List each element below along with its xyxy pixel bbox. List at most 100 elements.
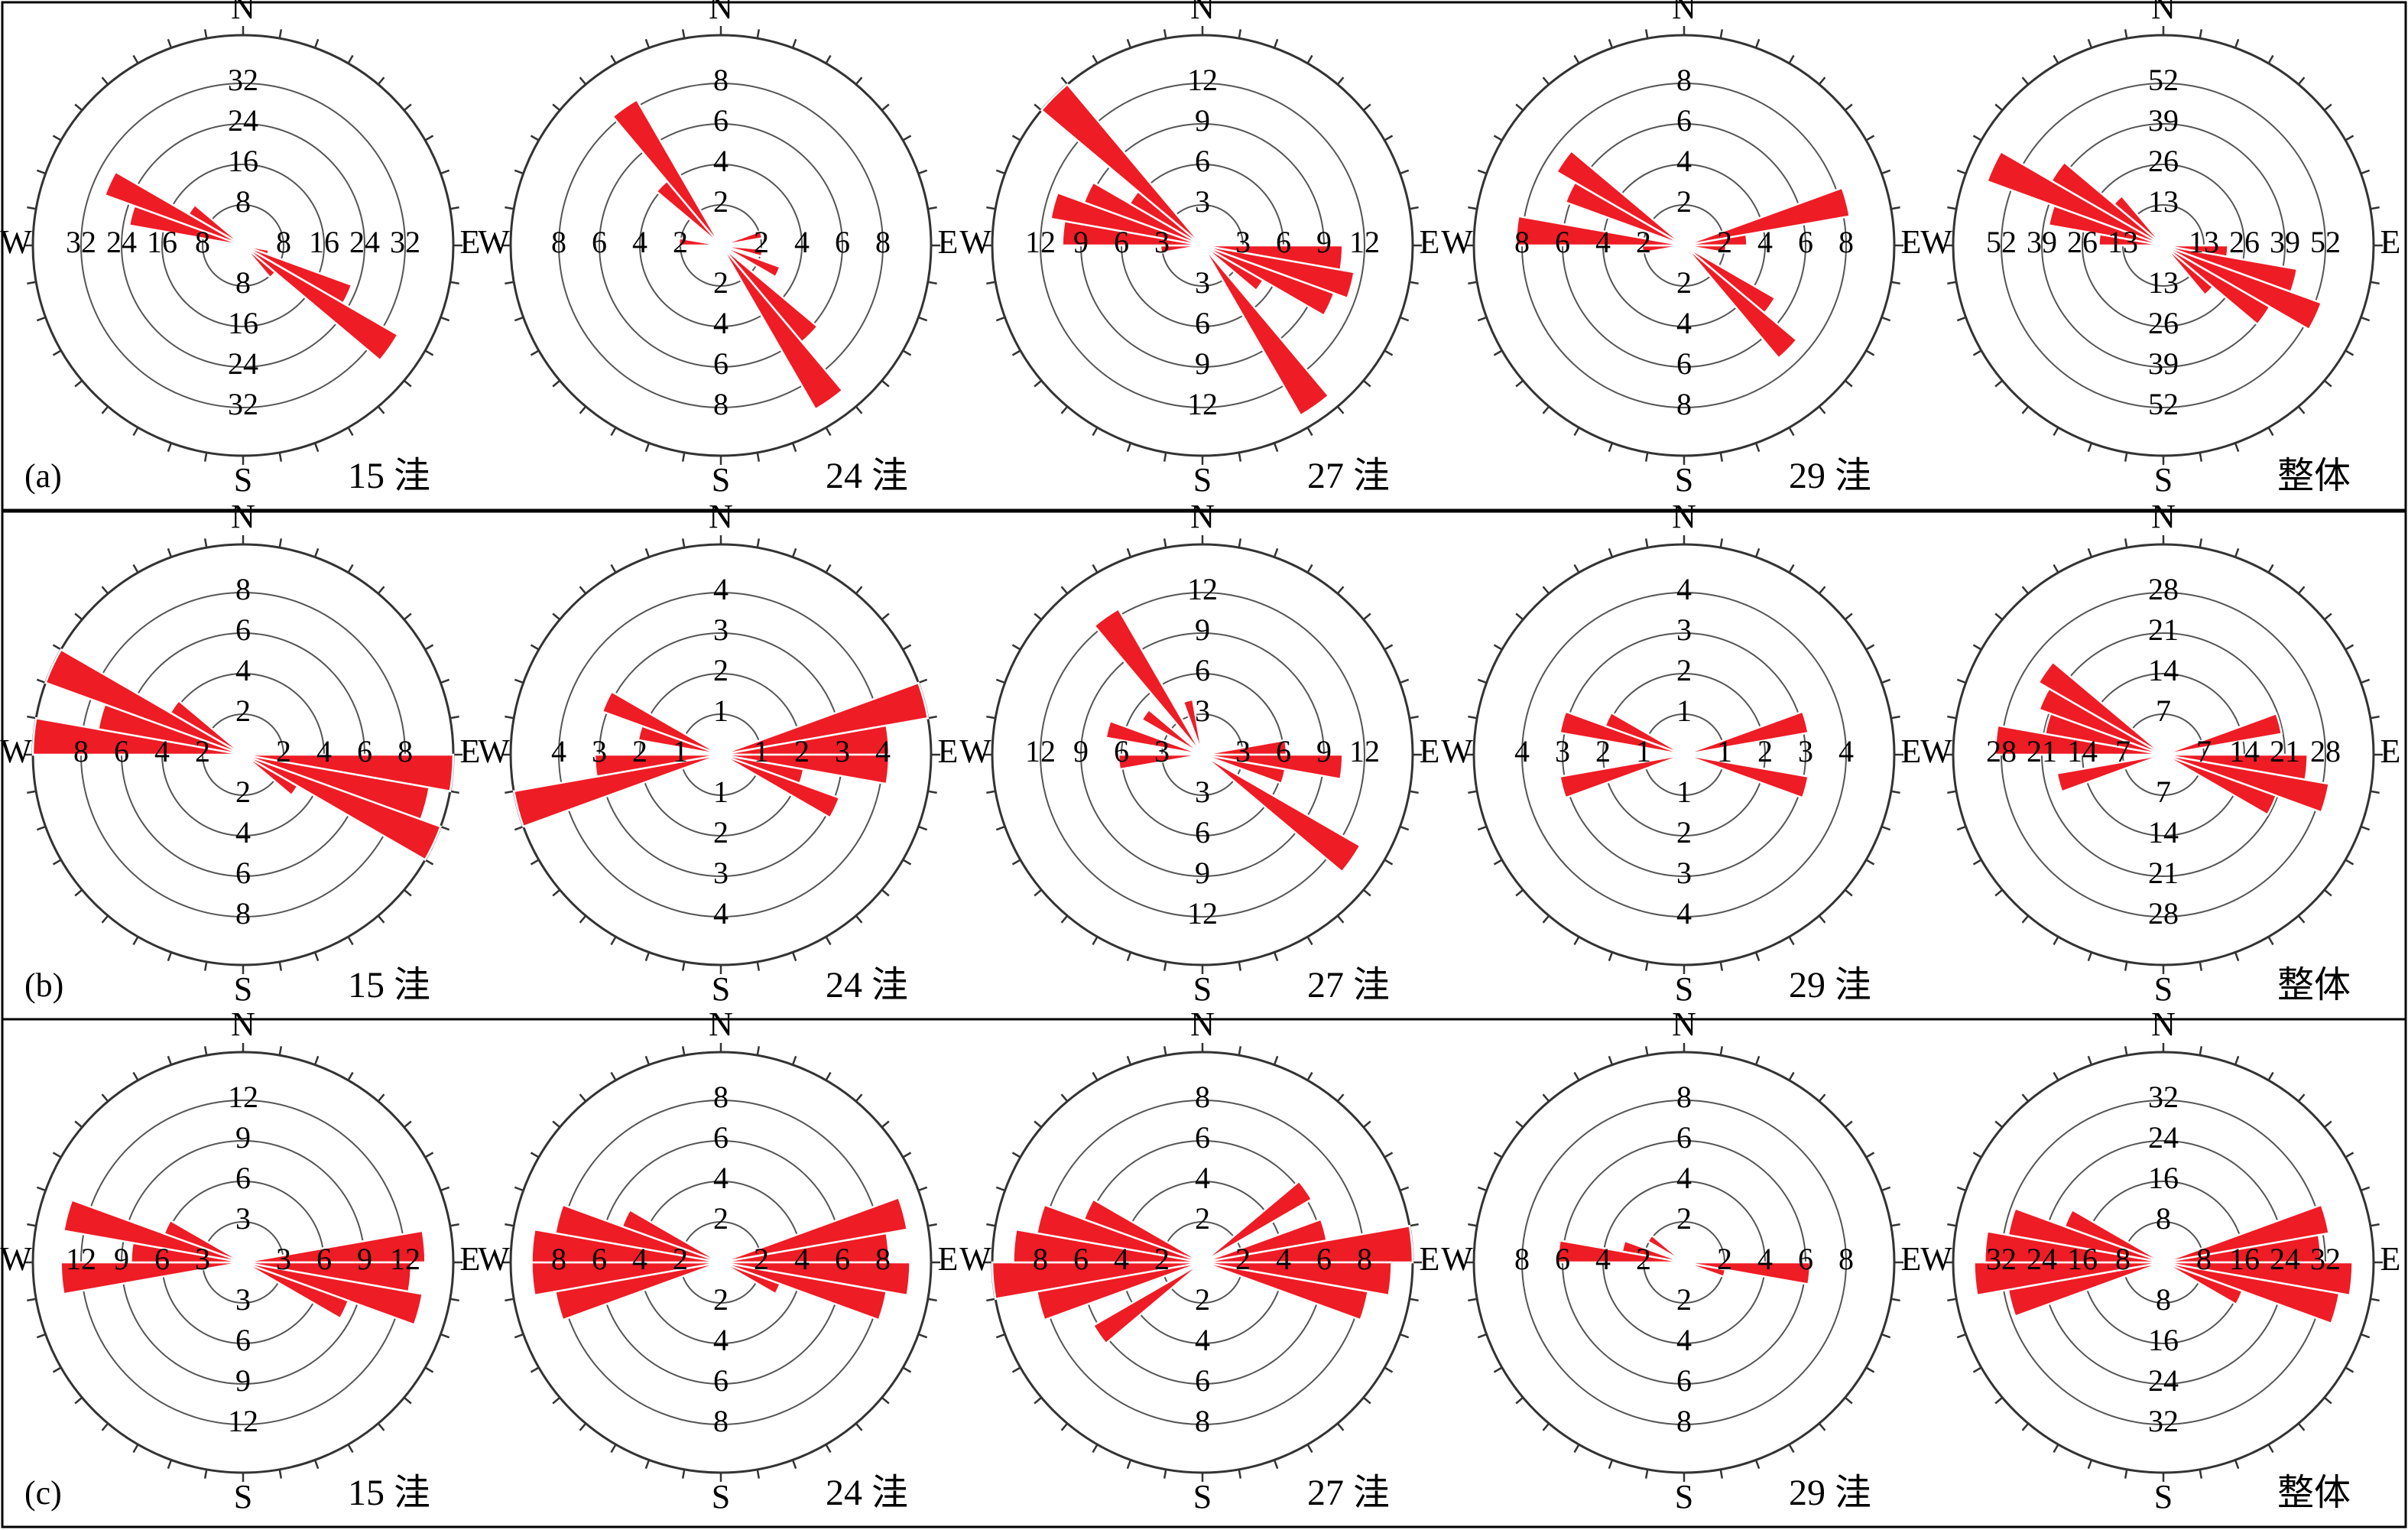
degree-tick [2323,103,2332,112]
degree-tick [449,1223,459,1227]
degree-tick [1238,1469,1242,1479]
compass-west: W [0,1240,32,1278]
degree-tick [440,678,450,684]
ring-label-south: 4 [1195,1323,1210,1357]
degree-tick [1515,888,1524,897]
ring-label-south: 6 [235,1323,251,1357]
rose-petal [2163,1204,2331,1264]
compass-east: E [1901,223,1922,261]
degree-tick [1947,1298,1957,1302]
ring-label-east: 9 [1316,734,1332,768]
degree-tick [36,316,47,322]
degree-tick [1956,825,1967,831]
ring-label-west: 24 [2027,1242,2057,1276]
degree-tick [1060,405,1069,414]
ring-label-west: 6 [154,1242,170,1276]
ring-label-south: 4 [1676,1323,1692,1357]
ring-label-south: 4 [713,306,729,340]
ring-label-south: 12 [228,1404,258,1438]
compass-east: E [938,223,959,261]
degree-tick [855,76,863,86]
degree-tick [1384,644,1394,651]
degree-tick [644,442,651,453]
degree-tick [2199,961,2203,971]
compass-west: W [0,733,32,770]
degree-tick [579,914,587,924]
rose-petal [242,753,300,797]
degree-tick [1788,54,1795,64]
degree-tick [2021,405,2030,414]
degree-tick [825,427,832,437]
degree-tick [2370,281,2380,285]
degree-tick [1306,564,1313,573]
degree-tick [855,1093,863,1103]
degree-tick [1515,1396,1524,1405]
degree-tick [917,1333,928,1339]
ring-label-north: 8 [235,184,251,219]
ring-label-east: 24 [349,225,380,259]
compass-north: N [709,498,733,535]
degree-tick [1336,1422,1345,1431]
ring-label-west: 8 [551,225,566,259]
compass-east: E [1420,223,1440,261]
rose-petal [60,1261,244,1295]
ring-label-east: 8 [276,225,291,259]
ring-label-west: 2 [195,734,210,768]
ring-label-east: 3 [1798,734,1813,768]
rose-petal [512,753,722,828]
ring-label-south: 2 [1195,1282,1210,1317]
ring-label-west: 12 [1025,734,1056,768]
ring-label-west: 52 [1986,225,2017,259]
ring-label-west: 2 [673,225,688,259]
degree-tick [986,206,996,210]
rose-petal [720,1261,782,1295]
degree-tick [313,547,320,558]
degree-tick [1890,281,1900,285]
degree-tick [1542,405,1550,414]
degree-tick [1890,1298,1900,1302]
ring-label-west: 3 [592,734,607,768]
rose-petal [103,171,244,247]
degree-tick [1034,888,1043,897]
degree-tick [1719,538,1724,548]
degree-tick [1608,951,1614,962]
ring-label-south: 4 [1676,896,1692,931]
degree-tick [1994,103,2004,112]
ring-label-south: 4 [713,896,729,931]
degree-tick [2234,38,2240,49]
degree-tick [1468,715,1478,720]
degree-tick [101,914,109,924]
degree-tick [1608,1459,1614,1470]
grid-ring [1521,592,1847,918]
degree-tick [2297,586,2306,595]
rose-petal [1985,150,2164,247]
ring-label-north: 6 [713,103,729,138]
degree-tick [1644,452,1649,462]
rose-petal [2163,753,2278,817]
ring-label-south: 4 [235,815,251,849]
degree-tick [1947,206,1957,210]
compass-north: N [2151,1005,2176,1043]
degree-tick [1644,538,1649,548]
chart-caption: 29 洼 [1789,456,1871,496]
ring-label-north: 3 [713,612,729,647]
rose-petal [611,98,722,246]
degree-tick [1011,1366,1021,1373]
chart-caption: 15 洼 [348,456,430,496]
degree-tick [1163,1046,1167,1056]
degree-tick [1477,169,1488,175]
rose-petal [1202,244,1265,292]
degree-tick [36,1333,47,1339]
ring-label-north: 2 [713,653,729,687]
degree-tick [855,1422,863,1431]
ring-label-north: 8 [1195,1080,1210,1114]
ring-label-east: 6 [835,1242,850,1276]
ring-label-east: 2 [1757,734,1773,768]
degree-tick [2360,169,2371,175]
degree-tick [552,1396,561,1405]
degree-tick [2297,914,2306,924]
degree-tick [1788,427,1795,437]
degree-tick [74,1120,83,1129]
